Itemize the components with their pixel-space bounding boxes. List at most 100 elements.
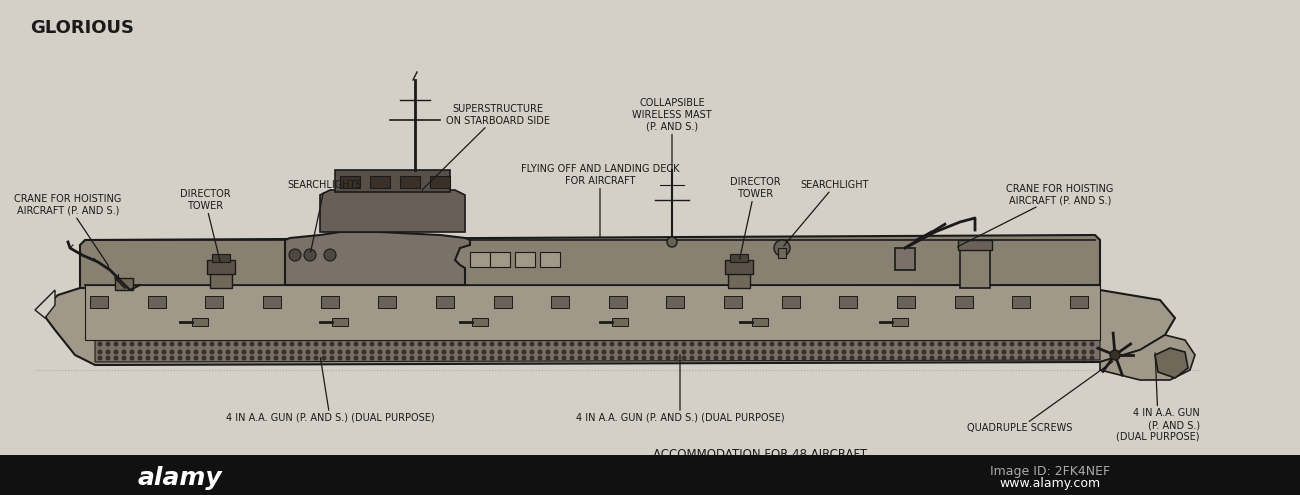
Circle shape [906, 356, 910, 360]
Bar [471, 252, 490, 267]
Circle shape [794, 350, 798, 354]
Circle shape [419, 342, 421, 346]
Circle shape [571, 342, 573, 346]
Circle shape [266, 350, 270, 354]
Circle shape [906, 350, 910, 354]
Circle shape [1050, 342, 1054, 346]
Circle shape [178, 356, 182, 360]
Circle shape [211, 356, 213, 360]
Circle shape [259, 350, 261, 354]
Circle shape [386, 342, 390, 346]
Bar [731, 254, 747, 262]
Circle shape [602, 356, 606, 360]
Circle shape [378, 342, 382, 346]
Circle shape [810, 356, 814, 360]
Circle shape [627, 350, 629, 354]
Text: QUADRUPLE SCREWS: QUADRUPLE SCREWS [967, 362, 1113, 433]
Circle shape [266, 356, 270, 360]
Circle shape [978, 350, 982, 354]
Circle shape [866, 350, 870, 354]
Circle shape [642, 342, 646, 346]
Circle shape [746, 350, 750, 354]
Circle shape [130, 342, 134, 346]
Circle shape [586, 342, 590, 346]
Circle shape [698, 342, 702, 346]
Text: COLLAPSIBLE
WIRELESS MAST
(P. AND S.): COLLAPSIBLE WIRELESS MAST (P. AND S.) [632, 99, 712, 172]
Circle shape [1066, 342, 1070, 346]
Circle shape [1043, 342, 1045, 346]
Circle shape [738, 356, 742, 360]
Circle shape [546, 356, 550, 360]
Circle shape [754, 356, 758, 360]
Circle shape [987, 356, 989, 360]
Circle shape [642, 356, 646, 360]
Circle shape [682, 350, 686, 354]
Circle shape [107, 356, 109, 360]
Circle shape [290, 342, 294, 346]
Bar [205, 296, 224, 308]
Circle shape [122, 350, 126, 354]
Circle shape [874, 342, 878, 346]
Circle shape [450, 350, 454, 354]
Circle shape [891, 342, 894, 346]
Circle shape [250, 342, 254, 346]
Circle shape [394, 350, 398, 354]
Circle shape [1026, 342, 1030, 346]
Circle shape [186, 350, 190, 354]
Circle shape [842, 356, 846, 360]
Circle shape [178, 350, 182, 354]
Circle shape [538, 356, 542, 360]
Circle shape [490, 356, 494, 360]
Circle shape [883, 342, 885, 346]
Circle shape [242, 350, 246, 354]
Circle shape [1018, 342, 1022, 346]
Circle shape [442, 356, 446, 360]
Circle shape [234, 356, 238, 360]
Circle shape [786, 356, 790, 360]
Circle shape [226, 342, 230, 346]
Bar [1013, 296, 1031, 308]
Circle shape [634, 350, 638, 354]
Circle shape [762, 350, 766, 354]
Polygon shape [84, 285, 1100, 340]
Circle shape [962, 350, 966, 354]
Circle shape [234, 342, 238, 346]
Circle shape [810, 350, 814, 354]
Bar [321, 296, 338, 308]
Circle shape [467, 342, 469, 346]
Bar [954, 296, 972, 308]
Circle shape [274, 350, 278, 354]
Circle shape [770, 342, 773, 346]
Circle shape [914, 356, 918, 360]
Circle shape [835, 350, 837, 354]
Circle shape [307, 356, 309, 360]
Text: SEARCHLIGHT: SEARCHLIGHT [784, 180, 870, 246]
Bar [378, 296, 396, 308]
Circle shape [498, 342, 502, 346]
Circle shape [218, 350, 222, 354]
Circle shape [1058, 350, 1062, 354]
Circle shape [515, 342, 517, 346]
Text: 4 IN A.A. GUN (P. AND S.) (DUAL PURPOSE): 4 IN A.A. GUN (P. AND S.) (DUAL PURPOSE) [576, 355, 784, 423]
Circle shape [298, 356, 302, 360]
Circle shape [602, 342, 606, 346]
Circle shape [666, 356, 670, 360]
Circle shape [363, 342, 365, 346]
Circle shape [322, 342, 326, 346]
Text: CRANE FOR HOISTING
AIRCRAFT (P. AND S.): CRANE FOR HOISTING AIRCRAFT (P. AND S.) [958, 184, 1114, 247]
Circle shape [538, 350, 542, 354]
Circle shape [546, 342, 550, 346]
Circle shape [898, 342, 902, 346]
Polygon shape [751, 318, 768, 326]
Circle shape [779, 350, 781, 354]
Circle shape [658, 356, 662, 360]
Circle shape [482, 342, 486, 346]
Circle shape [883, 350, 885, 354]
Bar [515, 252, 536, 267]
Polygon shape [192, 318, 208, 326]
Circle shape [1082, 356, 1086, 360]
Circle shape [298, 342, 302, 346]
Circle shape [794, 356, 798, 360]
Circle shape [490, 342, 494, 346]
Circle shape [738, 350, 742, 354]
